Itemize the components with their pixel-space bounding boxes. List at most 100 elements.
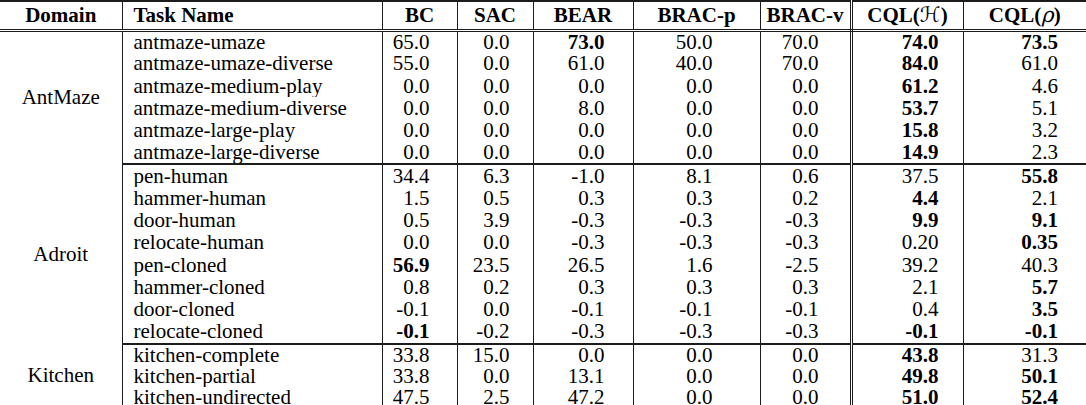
value-cell: 0.0 [457,142,533,164]
value-cell: 3.9 [457,209,533,231]
value-cell: 33.8 [382,344,457,366]
value-cell: 0.8 [382,276,457,298]
task-row: hammer-cloned0.80.20.30.30.32.15.7 [0,276,1086,298]
value-cell: 4.4 [851,187,963,209]
value-cell: -2.5 [760,254,851,276]
value-cell: 73.5 [963,30,1086,53]
value-cell: -0.1 [382,299,457,321]
task-row: antmaze-umaze-diverse55.00.061.040.070.0… [0,53,1086,75]
col-header-cql-h: CQL(ℋ) [851,1,963,30]
cql-h-prefix: CQL( [867,3,920,27]
value-cell: 0.0 [382,97,457,119]
value-cell: 84.0 [851,53,963,75]
task-name-cell: door-human [122,209,382,231]
value-cell: 0.6 [760,164,851,186]
value-cell: -0.3 [760,321,851,343]
cql-h-suffix: ) [941,3,948,27]
value-cell: 70.0 [760,53,851,75]
value-cell: 37.5 [851,164,963,186]
value-cell: -0.3 [533,321,633,343]
value-cell: 61.2 [851,75,963,97]
task-name-cell: hammer-human [122,187,382,209]
task-row: relocate-human0.00.0-0.3-0.3-0.30.200.35 [0,232,1086,254]
task-name-cell: kitchen-complete [122,344,382,366]
value-cell: 0.4 [851,299,963,321]
value-cell: 0.0 [457,299,533,321]
col-header-sac: SAC [457,1,533,30]
task-row: antmaze-medium-diverse0.00.08.00.00.053.… [0,97,1086,119]
domain-cell: AntMaze [0,30,122,164]
value-cell: 55.8 [963,164,1086,186]
value-cell: 61.0 [963,53,1086,75]
task-row: kitchen-undirected47.52.547.20.00.051.05… [0,387,1086,405]
value-cell: 2.3 [963,142,1086,164]
value-cell: 4.6 [963,75,1086,97]
value-cell: 40.0 [633,53,760,75]
task-name-cell: antmaze-large-play [122,120,382,142]
value-cell: -0.1 [851,321,963,343]
value-cell: -0.3 [633,232,760,254]
value-cell: -0.2 [457,321,533,343]
value-cell: 0.0 [533,75,633,97]
task-row: AntMazeantmaze-umaze65.00.073.050.070.07… [0,30,1086,53]
value-cell: 47.5 [382,387,457,405]
value-cell: 0.35 [963,232,1086,254]
task-name-cell: kitchen-undirected [122,387,382,405]
results-table: Domain Task Name BC SAC BEAR BRAC-p BRAC… [0,0,1086,405]
value-cell: 0.0 [457,120,533,142]
col-header-bear: BEAR [533,1,633,30]
value-cell: 49.8 [851,366,963,387]
value-cell: 0.0 [633,344,760,366]
value-cell: 73.0 [533,30,633,53]
value-cell: 61.0 [533,53,633,75]
paper-results-table-page: Domain Task Name BC SAC BEAR BRAC-p BRAC… [0,0,1086,405]
task-row: antmaze-large-play0.00.00.00.00.015.83.2 [0,120,1086,142]
value-cell: 13.1 [533,366,633,387]
value-cell: 6.3 [457,164,533,186]
value-cell: 2.1 [851,276,963,298]
value-cell: 53.7 [851,97,963,119]
value-cell: 5.1 [963,97,1086,119]
value-cell: 0.0 [760,142,851,164]
value-cell: -0.3 [633,209,760,231]
value-cell: 0.0 [760,387,851,405]
value-cell: 0.0 [760,75,851,97]
value-cell: 0.0 [633,120,760,142]
results-table-body: AntMazeantmaze-umaze65.00.073.050.070.07… [0,30,1086,405]
value-cell: 9.9 [851,209,963,231]
task-name-cell: antmaze-large-diverse [122,142,382,164]
value-cell: 0.0 [457,366,533,387]
task-name-cell: hammer-cloned [122,276,382,298]
value-cell: 0.0 [382,120,457,142]
value-cell: 0.5 [382,209,457,231]
value-cell: -1.0 [533,164,633,186]
value-cell: 0.0 [633,142,760,164]
col-header-bc: BC [382,1,457,30]
value-cell: -0.1 [533,299,633,321]
task-name-cell: antmaze-umaze-diverse [122,53,382,75]
script-h-symbol: ℋ [920,3,941,27]
value-cell: 0.0 [457,30,533,53]
value-cell: 34.4 [382,164,457,186]
value-cell: 39.2 [851,254,963,276]
task-name-cell: pen-cloned [122,254,382,276]
value-cell: 0.3 [533,187,633,209]
cql-rho-suffix: ) [1054,3,1061,27]
value-cell: -0.3 [633,321,760,343]
value-cell: -0.3 [533,209,633,231]
task-row: door-cloned-0.10.0-0.1-0.1-0.10.43.5 [0,299,1086,321]
cql-rho-prefix: CQL( [989,3,1042,27]
task-name-cell: kitchen-partial [122,366,382,387]
value-cell: 55.0 [382,53,457,75]
value-cell: 0.0 [457,53,533,75]
value-cell: -0.1 [963,321,1086,343]
value-cell: 43.8 [851,344,963,366]
value-cell: 65.0 [382,30,457,53]
domain-cell: Kitchen [0,344,122,405]
value-cell: 9.1 [963,209,1086,231]
value-cell: 0.0 [382,142,457,164]
value-cell: 0.3 [760,276,851,298]
col-header-domain: Domain [0,1,122,30]
value-cell: 0.0 [382,232,457,254]
value-cell: 0.0 [457,97,533,119]
